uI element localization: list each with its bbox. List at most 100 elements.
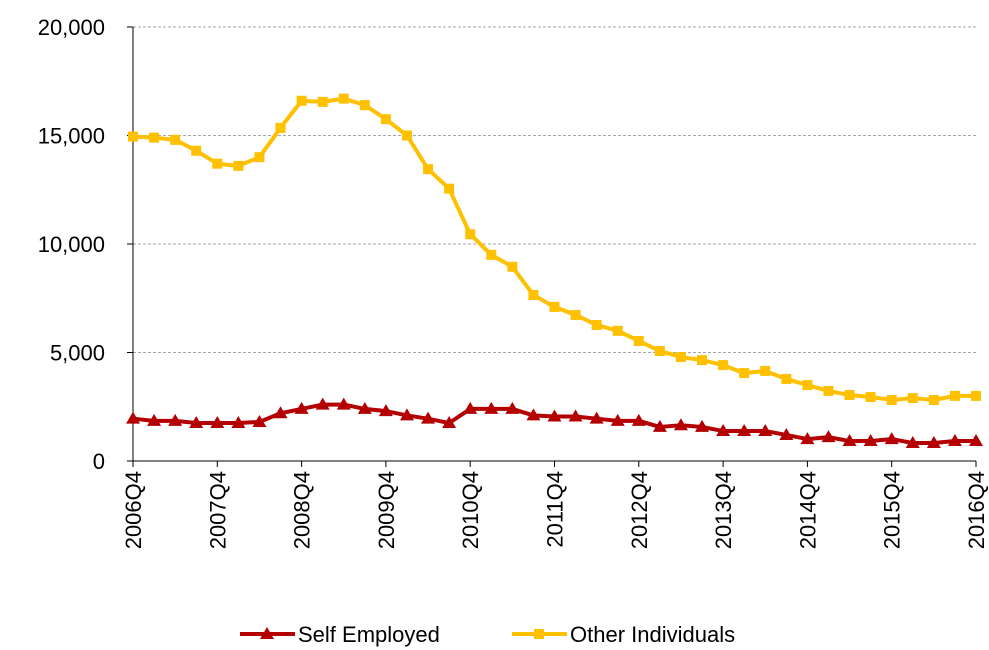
y-tick-label: 5,000 — [50, 341, 105, 366]
data-point — [947, 434, 962, 447]
data-point — [949, 390, 960, 401]
data-point — [844, 390, 855, 401]
x-tick-label: 2011Q4 — [543, 471, 568, 548]
data-point — [718, 360, 729, 371]
data-point — [505, 401, 520, 414]
data-point — [170, 134, 181, 145]
data-point — [760, 365, 771, 376]
data-point — [254, 152, 265, 163]
data-point — [423, 164, 434, 175]
data-point — [697, 355, 708, 366]
data-point — [317, 96, 328, 107]
x-tick-label: 2009Q4 — [374, 471, 399, 549]
legend-marker — [534, 629, 544, 639]
data-point — [315, 397, 330, 410]
data-point — [210, 416, 225, 429]
data-point — [486, 249, 497, 260]
series-line — [132, 96, 976, 403]
x-tick-label: 2007Q4 — [205, 471, 230, 549]
data-point — [444, 183, 455, 194]
data-point — [275, 122, 286, 133]
data-point — [842, 434, 857, 447]
data-point — [189, 416, 204, 429]
y-tick-label: 20,000 — [38, 15, 105, 40]
data-point — [233, 160, 244, 171]
data-point — [779, 427, 794, 440]
y-tick-label: 0 — [93, 449, 105, 474]
data-point — [800, 432, 815, 445]
data-point — [631, 413, 646, 426]
data-point — [652, 419, 667, 432]
x-tick-label: 2014Q4 — [795, 471, 820, 549]
y-tick-label: 10,000 — [38, 232, 105, 257]
legend-marker — [260, 627, 274, 639]
data-point — [675, 352, 686, 363]
data-point — [612, 325, 623, 336]
x-tick-label: 2010Q4 — [458, 471, 483, 549]
data-point — [716, 424, 731, 437]
data-point — [296, 95, 307, 106]
data-point — [695, 419, 710, 432]
data-point — [359, 100, 370, 111]
data-point — [336, 397, 351, 410]
data-point — [147, 413, 162, 426]
data-point — [589, 411, 604, 424]
data-point — [126, 411, 140, 424]
data-point — [610, 413, 625, 426]
data-point — [863, 434, 878, 447]
data-point — [568, 409, 583, 422]
data-point — [886, 395, 897, 406]
data-point — [399, 408, 414, 421]
data-point — [570, 309, 581, 320]
data-point — [737, 424, 752, 437]
data-point — [739, 368, 750, 379]
data-point — [591, 319, 602, 330]
legend-item: Self Employed — [240, 622, 440, 647]
data-point — [191, 145, 202, 156]
x-tick-label: 2012Q4 — [627, 471, 652, 549]
data-point — [905, 435, 920, 448]
data-point — [528, 289, 539, 300]
x-tick-label: 2015Q4 — [880, 471, 905, 549]
data-point — [273, 406, 288, 419]
data-point — [378, 404, 393, 417]
x-tick-label: 2016Q4 — [964, 471, 989, 549]
data-point — [338, 93, 349, 104]
y-tick-label: 15,000 — [38, 124, 105, 149]
data-point — [294, 401, 309, 414]
data-point — [907, 393, 918, 404]
data-point — [928, 395, 939, 406]
data-point — [507, 261, 518, 272]
data-point — [673, 418, 688, 431]
data-point — [654, 345, 665, 356]
data-point — [802, 380, 813, 391]
data-point — [231, 416, 246, 429]
data-point — [212, 158, 223, 169]
data-point — [168, 413, 183, 426]
data-point — [442, 416, 457, 429]
data-point — [926, 435, 941, 448]
data-point — [821, 430, 836, 443]
data-point — [633, 335, 644, 346]
data-point — [149, 132, 160, 143]
x-tick-label: 2008Q4 — [290, 471, 315, 549]
data-point — [465, 229, 476, 240]
data-point — [865, 391, 876, 402]
data-point — [969, 434, 983, 447]
data-point — [484, 401, 499, 414]
data-point — [401, 130, 412, 141]
data-point — [526, 408, 541, 421]
data-point — [758, 424, 773, 437]
legend-item: Other Individuals — [512, 622, 735, 647]
x-tick-label: 2013Q4 — [711, 471, 736, 549]
data-point — [380, 114, 391, 125]
data-point — [463, 401, 478, 414]
data-point — [884, 432, 899, 445]
legend-label: Self Employed — [298, 622, 440, 647]
data-point — [781, 373, 792, 384]
data-point — [252, 414, 267, 427]
x-tick-label: 2006Q4 — [121, 471, 146, 549]
data-point — [357, 401, 372, 414]
data-point — [971, 390, 981, 401]
